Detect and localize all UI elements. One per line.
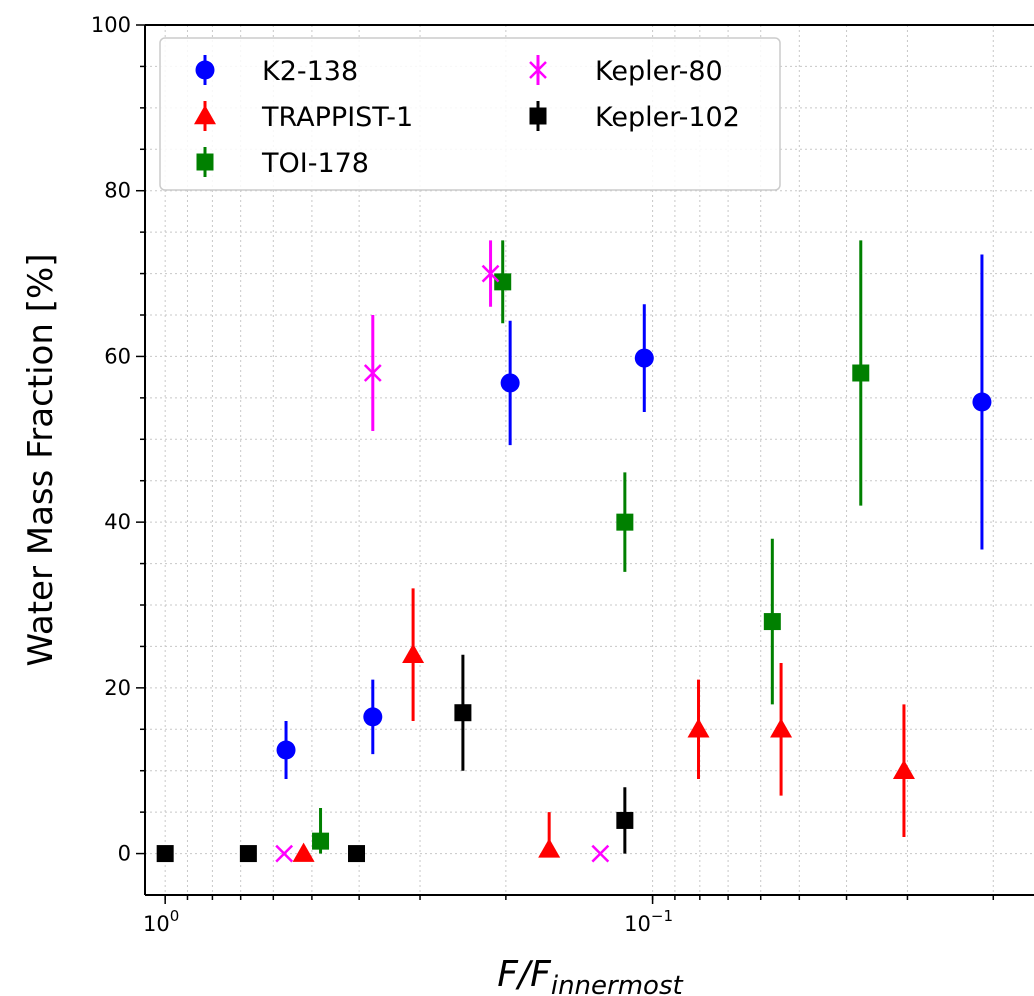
data-point [591, 844, 610, 863]
legend: K2-138 TRAPPIST-1 TOI-178 Kepler-80 Kepler-1… [159, 37, 781, 191]
data-point [538, 812, 561, 858]
legend-marker [529, 61, 547, 79]
legend-marker [529, 107, 547, 125]
axes: 0 20 40 60 80 100 100 10−1 [91, 13, 1034, 936]
y-tick-label: 0 [118, 842, 131, 866]
point-marker [239, 845, 257, 863]
point-marker [454, 704, 472, 722]
data-point [348, 845, 366, 863]
data-point [292, 842, 315, 862]
point-marker [402, 643, 425, 663]
point-marker [770, 718, 793, 738]
marker-stroke [591, 844, 610, 863]
point-marker [687, 718, 710, 738]
legend-label: K2-138 [262, 56, 358, 87]
data-point [687, 679, 710, 779]
legend-entry-kepler-80: Kepler-80 [529, 55, 723, 87]
x-tick-label: 10−1 [624, 907, 673, 936]
point-marker [892, 759, 915, 779]
y-tick-label: 100 [91, 13, 131, 37]
point-marker [616, 811, 634, 829]
y-tick-label: 20 [104, 676, 131, 700]
point-marker [852, 364, 870, 382]
point-marker [494, 273, 512, 291]
data-point [616, 787, 634, 854]
y-axis-label: Water Mass Fraction [%] [21, 253, 61, 666]
point-marker [292, 842, 315, 862]
point-marker [312, 832, 330, 850]
point-marker [275, 844, 294, 863]
data-point [852, 240, 870, 506]
point-marker [481, 264, 500, 283]
marker-stroke [363, 364, 382, 382]
data-point [616, 472, 634, 572]
data-point [402, 588, 425, 721]
data-point [312, 808, 330, 854]
point-marker [276, 740, 296, 760]
point-marker [363, 364, 382, 382]
point-marker [591, 844, 610, 863]
data-point [972, 254, 992, 550]
data-point [634, 304, 654, 412]
data-point [770, 663, 793, 796]
data-point [500, 320, 520, 446]
point-marker [500, 373, 520, 393]
data-points [156, 240, 992, 863]
legend-label: Kepler-80 [595, 56, 723, 87]
y-tick-label: 40 [104, 510, 131, 534]
legend-entry-k2-138: K2-138 [195, 55, 358, 87]
legend-marker [195, 60, 215, 80]
data-point [892, 704, 915, 837]
series-k2-138 [276, 254, 992, 779]
point-marker [363, 707, 383, 727]
legend-label: TRAPPIST-1 [261, 102, 413, 133]
point-marker [634, 348, 654, 368]
data-point [239, 845, 257, 863]
x-axis-label-main: F/F [497, 954, 552, 995]
series-kepler-80 [275, 240, 610, 863]
legend-box [159, 37, 781, 191]
series-trappist-1 [292, 588, 915, 862]
data-point [275, 844, 294, 863]
data-point [156, 845, 174, 863]
point-marker [616, 513, 634, 531]
legend-marker [196, 153, 214, 171]
series-toi-178 [312, 240, 870, 854]
data-point [494, 240, 512, 324]
legend-entry-trappist-1: TRAPPIST-1 [194, 101, 413, 133]
y-tick-label: 60 [104, 344, 131, 368]
point-marker [538, 838, 561, 858]
x-axis-label: F/Finnermost [497, 954, 683, 996]
x-tick-label: 100 [143, 907, 179, 936]
data-point [276, 721, 296, 779]
point-marker [972, 392, 992, 412]
marker-stroke [481, 264, 500, 283]
data-point [763, 538, 781, 705]
point-marker [348, 845, 366, 863]
data-point [363, 315, 382, 431]
series-kepler-102 [156, 654, 634, 863]
marker-stroke [529, 61, 547, 79]
y-tick-label: 80 [104, 179, 131, 203]
legend-label: Kepler-102 [595, 102, 740, 133]
legend-marker [194, 105, 216, 125]
x-axis-label-subscript: innermost [551, 971, 684, 996]
data-point [481, 240, 500, 307]
legend-entry-toi-178: TOI-178 [196, 147, 369, 179]
point-marker [156, 845, 174, 863]
legend-entry-kepler-102: Kepler-102 [529, 101, 740, 133]
legend-label: TOI-178 [261, 148, 369, 179]
data-point [363, 679, 383, 755]
point-marker [763, 613, 781, 631]
data-point [454, 654, 472, 771]
marker-stroke [275, 844, 294, 863]
